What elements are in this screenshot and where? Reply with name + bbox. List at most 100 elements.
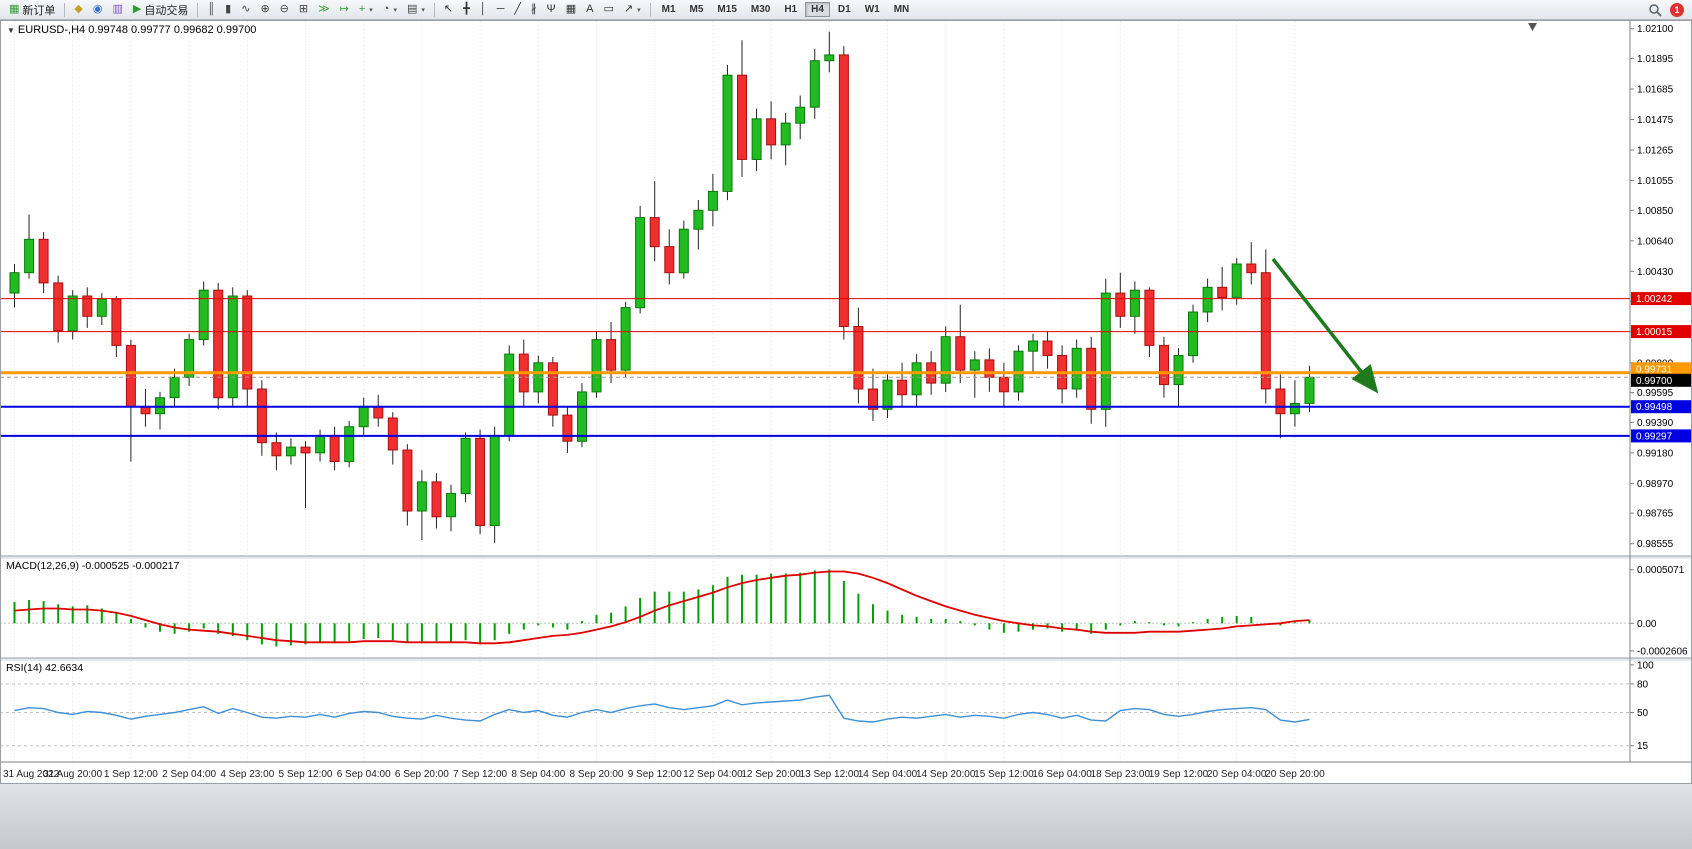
svg-text:0.99498: 0.99498 (1636, 402, 1673, 413)
cycle-lines-button[interactable]: ▦ (561, 0, 581, 19)
candle-body (227, 295, 238, 399)
candle-body (1115, 292, 1126, 317)
candle-body (1144, 289, 1155, 346)
splitter[interactable] (0, 658, 1692, 661)
price-tick-label: 0.99180 (1637, 448, 1674, 459)
market-watch-button[interactable]: ◉ (88, 0, 108, 19)
candle-body (766, 118, 777, 146)
timeframe-h1-button[interactable]: H1 (784, 4, 798, 15)
cursor-button[interactable]: ↖ (439, 0, 458, 19)
toolbar-right: 1 (1648, 2, 1688, 17)
indicators-icon: + (358, 3, 366, 15)
candlestick-chart-button[interactable]: ▮ (220, 0, 236, 19)
fibonacci-button[interactable]: Ψ (542, 0, 561, 19)
price-tick-label: 1.01265 (1637, 146, 1674, 157)
timeframe-m15-button[interactable]: M15 (717, 4, 737, 15)
axis-tag-0.99297: 0.99297 (1631, 429, 1691, 443)
vertical-line-icon: │ (479, 3, 487, 15)
timeframe-mn-button[interactable]: MN (893, 4, 910, 15)
candle-body (1275, 388, 1286, 415)
horizontal-line-button[interactable]: ─ (492, 0, 510, 19)
price-tick-label: 1.01895 (1637, 54, 1674, 65)
timeframe-w1-button[interactable]: W1 (864, 4, 880, 15)
candle-body (169, 376, 180, 399)
indicators-button[interactable]: + ▾ (354, 0, 378, 19)
candle-body (53, 282, 64, 332)
time-tick-label: 1 Sep 12:00 (104, 769, 158, 780)
chart-shift-button[interactable]: ↦ (335, 0, 354, 19)
new-order-icon: ▦ (9, 3, 20, 15)
candle-body (882, 379, 893, 410)
candle-body (1086, 347, 1097, 410)
candle-body (1042, 340, 1053, 356)
timeframe-m1-button[interactable]: M1 (661, 4, 676, 15)
candle-body (693, 209, 704, 230)
autotrading-button[interactable]: ▶ 自动交易 (128, 0, 193, 19)
templates-dropdown-caret[interactable]: ▾ (421, 6, 425, 14)
one-click-trading-icon[interactable]: ▼ (7, 26, 15, 35)
svg-text:1.00242: 1.00242 (1636, 294, 1673, 305)
zoom-out-button[interactable]: ⊖ (275, 0, 294, 19)
candle-body (1071, 347, 1082, 390)
indicators-dropdown-caret[interactable]: ▾ (369, 6, 373, 14)
candle-body (1159, 344, 1169, 386)
candle-body (315, 434, 326, 454)
timeframe-d1-button[interactable]: D1 (837, 4, 851, 15)
timeframe-m5-button[interactable]: M5 (689, 4, 704, 15)
line-chart-button[interactable]: ∿ (236, 0, 255, 19)
vertical-line-button[interactable]: │ (475, 0, 492, 19)
rsi-axis-label: 15 (1637, 741, 1649, 752)
candle-body (431, 481, 442, 518)
svg-text:0.99700: 0.99700 (1636, 376, 1673, 387)
auto-scroll-button[interactable]: ≫ (313, 0, 335, 19)
splitter[interactable] (0, 556, 1692, 559)
search-icon[interactable] (1648, 3, 1662, 17)
equidistant-channel-button[interactable]: ∦ (526, 0, 542, 19)
crosshair-button[interactable]: ╋ (458, 0, 475, 19)
timeframe-h4-button[interactable]: H4 (805, 2, 830, 17)
periods-dropdown-caret[interactable]: ▾ (393, 6, 397, 14)
toolbar-items: ▦ 新订单 ◆ ◉ ▥ ▶ 自动交易 ║ ▮ ∿ ⊕ ⊖ ⊞ ≫ ↦ + ▾ ◔ ▾ ▤ ▾ ↖ ╋ │ ─ ╱ ∦ Ψ ▦ A ▭ ↗ ▾ M1… (4, 0, 916, 19)
cycle-lines-icon: ▦ (565, 3, 577, 15)
zoom-in-button[interactable]: ⊕ (255, 0, 274, 19)
text-button[interactable]: A (581, 0, 598, 19)
bar-chart-button[interactable]: ║ (202, 0, 220, 19)
time-tick-label: 14 Sep 20:00 (916, 769, 976, 780)
line-chart-icon: ∿ (241, 3, 251, 15)
candle-body (67, 295, 78, 332)
candle-body (562, 414, 573, 442)
zoom-out-icon: ⊖ (279, 3, 289, 15)
candle-body (387, 417, 398, 451)
text-label-button[interactable]: ▭ (598, 0, 618, 19)
time-tick-label: 18 Sep 23:00 (1091, 769, 1151, 780)
chart-shift-marker[interactable] (1528, 23, 1537, 31)
candle-body (911, 362, 922, 396)
bar-chart-icon: ║ (207, 3, 216, 15)
trend-arrow[interactable] (1271, 257, 1379, 394)
chart-symbol-header: ▼ EURUSD-,H4 0.99748 0.99777 0.99682 0.99… (7, 24, 256, 36)
candle-body (955, 336, 966, 371)
timeframe-m30-button[interactable]: M30 (750, 4, 771, 15)
notification-badge[interactable]: 1 (1670, 2, 1684, 17)
candle-body (737, 74, 747, 160)
new-order-button[interactable]: ▦ 新订单 (4, 0, 60, 19)
periods-button[interactable]: ◔ ▾ (378, 0, 402, 19)
navigator-button[interactable]: ▥ (107, 0, 127, 19)
tile-windows-button[interactable]: ⊞ (294, 0, 313, 19)
time-tick-label: 4 Sep 23:00 (220, 769, 274, 780)
templates-button[interactable]: ▤ ▾ (402, 0, 430, 19)
arrows-button[interactable]: ↗ ▾ (619, 0, 646, 19)
equidistant-channel-icon: ∦ (531, 3, 537, 15)
profiles-button[interactable]: ◆ (69, 0, 87, 19)
toolbar-separator (433, 2, 435, 17)
macd-axis-label: 0.00 (1637, 619, 1657, 630)
cursor-icon: ↖ (443, 3, 454, 15)
price-tick-label: 0.98765 (1637, 509, 1674, 520)
time-tick-label: 5 Sep 12:00 (279, 769, 333, 780)
arrows-dropdown-caret[interactable]: ▾ (637, 6, 641, 14)
auto-scroll-icon: ≫ (318, 3, 330, 15)
trend-line-button[interactable]: ╱ (509, 0, 526, 19)
